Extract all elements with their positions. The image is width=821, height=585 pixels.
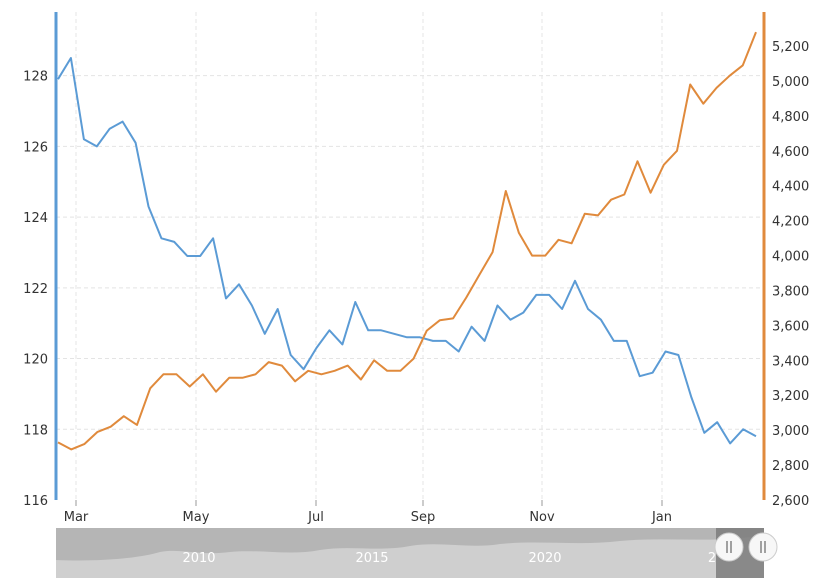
x-tick-label: Jul	[307, 510, 324, 525]
right-tick-label: 4,800	[772, 110, 809, 125]
right-tick-label: 3,200	[772, 389, 809, 404]
left-tick-label: 120	[23, 353, 48, 368]
right-tick-label: 4,400	[772, 180, 809, 195]
right-tick-label: 4,000	[772, 250, 809, 265]
series-layer	[57, 31, 757, 451]
navigator-area	[56, 536, 764, 578]
left-tick-label: 124	[23, 211, 48, 226]
series-line-left-axis	[57, 57, 757, 445]
right-tick-label: 2,800	[772, 459, 809, 474]
x-tick-label: Jan	[651, 510, 672, 525]
right-tick-label: 5,200	[772, 40, 809, 55]
right-tick-label: 3,000	[772, 424, 809, 439]
range-navigator[interactable]: 2010 2015 2020 2	[56, 528, 778, 578]
x-tick-label: Nov	[529, 510, 555, 525]
x-tick-label: Mar	[64, 510, 89, 525]
navigator-year-label: 2	[708, 551, 716, 566]
x-tick-label: May	[183, 510, 210, 525]
grip-handle-icon	[726, 541, 732, 553]
x-tick-label: Sep	[411, 510, 436, 525]
navigator-year-labels: 2010 2015 2020 2	[182, 551, 716, 566]
left-tick-label: 122	[23, 282, 48, 297]
left-tick-label: 116	[23, 494, 48, 509]
navigator-year-label: 2015	[355, 551, 388, 566]
navigator-right-handle[interactable]	[748, 532, 778, 562]
left-tick-label: 128	[23, 70, 48, 85]
left-tick-label: 126	[23, 140, 48, 155]
right-axis-ticks: 2,600 2,800 3,000 3,200 3,400 3,600 3,800 4,000…	[772, 40, 809, 509]
navigator-left-handle[interactable]	[714, 532, 744, 562]
right-tick-label: 2,600	[772, 494, 809, 509]
right-tick-label: 4,200	[772, 215, 809, 230]
right-tick-label: 4,600	[772, 145, 809, 160]
x-axis-ticks: Mar May Jul Sep Nov Jan	[64, 500, 672, 525]
left-tick-label: 118	[23, 423, 48, 438]
left-axis-ticks: 116 118 120 122 124 126 128	[23, 70, 48, 509]
right-tick-label: 3,800	[772, 284, 809, 299]
grip-handle-icon	[760, 541, 766, 553]
grid-lines	[56, 12, 764, 500]
right-tick-label: 5,000	[772, 75, 809, 90]
navigator-year-label: 2020	[528, 551, 561, 566]
series-line-right-axis	[57, 31, 757, 451]
right-tick-label: 3,400	[772, 354, 809, 369]
right-tick-label: 3,600	[772, 319, 809, 334]
navigator-year-label: 2010	[182, 551, 215, 566]
